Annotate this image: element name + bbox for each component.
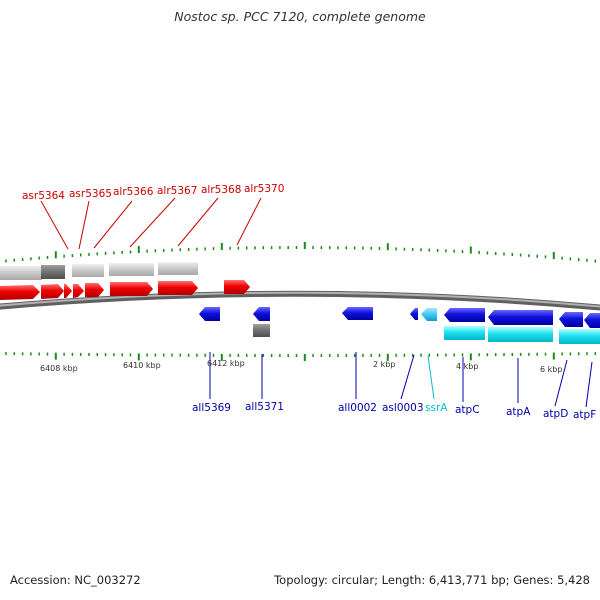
gene-arrow-red[interactable] <box>224 280 250 294</box>
gene-label-atpF[interactable]: atpF <box>573 409 596 421</box>
genome-backbone <box>0 290 600 311</box>
gene-label-alr5370[interactable]: alr5370 <box>244 183 284 195</box>
gene-arrow-blue[interactable] <box>559 312 583 327</box>
grey-feature-track <box>0 262 198 280</box>
gene-arrow-red[interactable] <box>0 285 40 300</box>
gene-arrow-red[interactable] <box>110 282 153 296</box>
map-title: Nostoc sp. PCC 7120, complete genome <box>174 9 426 24</box>
cyan-feature <box>559 329 600 344</box>
gene-label-asr5364[interactable]: asr5364 <box>22 190 65 202</box>
gene-arrow-blue[interactable] <box>253 307 270 321</box>
gene-arrow-red[interactable] <box>73 284 84 298</box>
top-label-leaders <box>40 197 262 250</box>
gene-arrow-red[interactable] <box>85 283 104 297</box>
scale-label: 2 kbp <box>373 360 395 369</box>
cyan-feature <box>444 326 485 340</box>
gene-label-alr5368[interactable]: alr5368 <box>201 184 241 196</box>
gene-arrow-cyan[interactable] <box>421 308 437 321</box>
gene-arrow-blue[interactable] <box>342 307 373 320</box>
gene-arrow-red[interactable] <box>158 281 198 295</box>
gene-label-atpC[interactable]: atpC <box>455 404 480 416</box>
gene-label-all5371[interactable]: all5371 <box>245 401 284 413</box>
gene-arrow-blue[interactable] <box>488 310 553 325</box>
gene-arrow-blue[interactable] <box>444 308 485 322</box>
gene-label-all5369[interactable]: all5369 <box>192 402 231 414</box>
gene-arrow-blue[interactable] <box>584 313 600 328</box>
gene-label-asl0003[interactable]: asl0003 <box>382 402 424 414</box>
scale-label: 6 kbp <box>540 365 562 374</box>
tick-row-top <box>5 242 597 263</box>
scale-label: 6408 kbp <box>40 364 78 373</box>
grey-feature <box>253 324 270 337</box>
gene-label-atpA[interactable]: atpA <box>506 406 531 418</box>
gene-label-asr5365[interactable]: asr5365 <box>69 188 112 200</box>
ssrA-leader <box>427 355 435 400</box>
gene-label-atpD[interactable]: atpD <box>543 408 568 420</box>
gene-label-all0002[interactable]: all0002 <box>338 402 377 414</box>
gene-arrow-red[interactable] <box>41 284 64 299</box>
scale-label: 6410 kbp <box>123 361 161 370</box>
gene-label-alr5367[interactable]: alr5367 <box>157 185 197 197</box>
genome-summary-text: Topology: circular; Length: 6,413,771 bp… <box>274 573 590 587</box>
reverse-gene-track <box>199 307 600 344</box>
forward-gene-track <box>0 280 250 300</box>
scale-label: 4 kbp <box>456 362 478 371</box>
gene-label-ssrA[interactable]: ssrA <box>425 402 448 414</box>
gene-arrow-blue[interactable] <box>199 307 220 321</box>
accession-text: Accession: NC_003272 <box>10 573 141 587</box>
cyan-feature <box>488 327 553 342</box>
bottom-label-leaders <box>209 352 593 408</box>
gene-arrow-blue[interactable] <box>410 308 418 320</box>
gene-arrow-red[interactable] <box>64 284 72 298</box>
gene-label-alr5366[interactable]: alr5366 <box>113 186 154 198</box>
tick-row-bottom <box>5 352 597 361</box>
scale-label: 6412 kbp <box>207 359 245 368</box>
